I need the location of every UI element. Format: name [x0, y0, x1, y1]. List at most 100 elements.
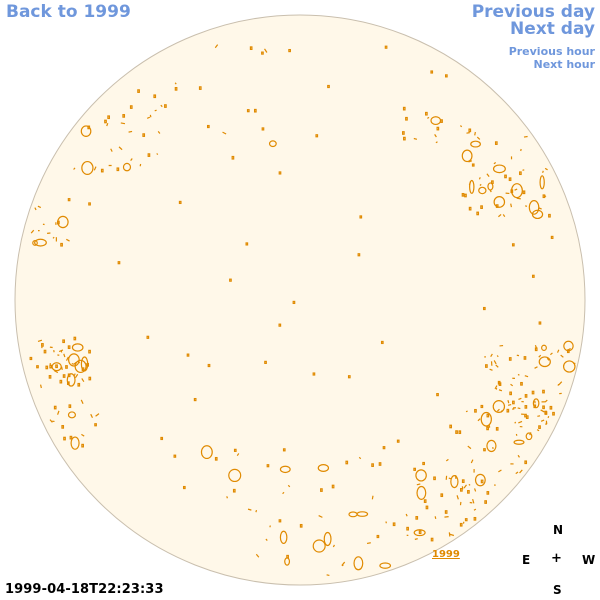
- contour-speck: [542, 389, 545, 394]
- contour-speck: [206, 124, 210, 129]
- contour-speck: [480, 404, 484, 409]
- contour-speck: [546, 357, 550, 361]
- contour-speck: [174, 86, 178, 91]
- contour-speck: [63, 436, 66, 441]
- previous-day-link[interactable]: Previous day: [471, 2, 595, 22]
- contour-speck: [45, 365, 49, 370]
- contour-speck: [518, 397, 522, 401]
- contour-speck: [461, 479, 465, 483]
- contour-speck: [81, 433, 85, 437]
- contour-speck: [67, 411, 76, 419]
- contour-speck: [66, 238, 70, 242]
- contour-speck: [39, 384, 42, 389]
- contour-speck: [464, 518, 468, 522]
- contour-speck: [357, 253, 361, 257]
- contour-speck: [466, 132, 470, 134]
- contour-speck: [510, 183, 523, 199]
- contour-speck: [228, 468, 242, 483]
- contour-speck: [37, 205, 42, 209]
- contour-speck: [193, 397, 197, 402]
- contour-speck: [520, 381, 523, 386]
- contour-speck: [117, 261, 121, 265]
- contour-speck: [261, 127, 265, 131]
- contour-speck: [476, 211, 480, 216]
- back-to-year-link[interactable]: Back to 1999: [6, 2, 131, 22]
- contour-speck: [52, 236, 55, 239]
- contour-speck: [552, 411, 555, 416]
- contour-speck: [489, 368, 493, 371]
- contour-speck: [88, 349, 91, 354]
- contour-speck: [356, 511, 369, 517]
- solar-disk: [14, 14, 586, 586]
- contour-speck: [77, 360, 81, 364]
- contour-speck: [430, 537, 434, 542]
- contour-speck: [312, 539, 326, 553]
- contour-speck: [459, 522, 463, 527]
- contour-speck: [415, 469, 427, 482]
- contour-speck: [323, 531, 332, 547]
- contour-speck: [444, 516, 449, 518]
- contour-speck: [104, 119, 107, 124]
- contour-speck: [430, 70, 434, 74]
- contour-speck: [415, 516, 419, 520]
- year-marker-link[interactable]: 1999: [432, 549, 460, 560]
- contour-speck: [468, 181, 472, 186]
- contour-speck: [517, 373, 520, 376]
- contour-speck: [34, 238, 47, 247]
- contour-speck: [524, 405, 528, 409]
- contour-speck: [88, 202, 91, 206]
- contour-speck: [65, 365, 68, 369]
- contour-speck: [164, 104, 167, 108]
- contour-speck: [41, 343, 44, 347]
- contour-speck: [60, 350, 63, 353]
- contour-speck: [331, 484, 335, 489]
- contour-speck: [435, 141, 438, 144]
- contour-speck: [232, 488, 236, 493]
- contour-speck: [456, 495, 459, 500]
- contour-speck: [445, 458, 449, 462]
- contour-speck: [384, 45, 388, 49]
- contour-speck: [53, 405, 57, 410]
- contour-speck: [478, 177, 481, 180]
- contour-speck: [142, 133, 146, 137]
- contour-speck: [318, 515, 323, 518]
- contour-speck: [70, 436, 80, 450]
- contour-speck: [478, 186, 487, 195]
- contour-speck: [48, 374, 52, 379]
- contour-speck: [476, 136, 481, 140]
- contour-speck: [549, 405, 553, 410]
- contour-speck: [198, 86, 202, 90]
- contour-speck: [247, 508, 252, 511]
- contour-speck: [106, 122, 109, 127]
- contour-speck: [49, 364, 53, 369]
- contour-speck: [537, 415, 541, 417]
- contour-speck: [58, 349, 64, 353]
- contour-speck: [458, 430, 462, 435]
- contour-speck: [174, 82, 177, 85]
- contour-speck: [449, 424, 453, 429]
- contour-speck: [524, 460, 528, 465]
- previous-hour-link[interactable]: Previous hour: [508, 45, 595, 58]
- contour-speck: [255, 509, 258, 513]
- contour-speck: [57, 215, 69, 229]
- observation-timestamp: 1999-04-18T22:23:33: [5, 582, 164, 597]
- contour-speck: [345, 460, 349, 465]
- contour-speck: [477, 418, 481, 422]
- contour-speck: [402, 131, 405, 135]
- contour-speck: [327, 84, 330, 89]
- contour-speck: [460, 488, 463, 492]
- contour-speck: [495, 364, 499, 368]
- contour-speck: [514, 188, 518, 191]
- next-hour-link[interactable]: Next hour: [533, 58, 596, 71]
- next-day-link[interactable]: Next day: [510, 19, 595, 39]
- contour-speck: [473, 508, 477, 511]
- contour-speck: [484, 500, 487, 504]
- contour-speck: [486, 413, 490, 418]
- contour-speck: [495, 426, 499, 431]
- contour-speck: [538, 321, 542, 325]
- contour-speck: [509, 391, 512, 396]
- contour-speck: [558, 381, 563, 386]
- contour-speck: [482, 306, 486, 311]
- contour-speck: [128, 130, 133, 133]
- contour-speck: [62, 374, 66, 378]
